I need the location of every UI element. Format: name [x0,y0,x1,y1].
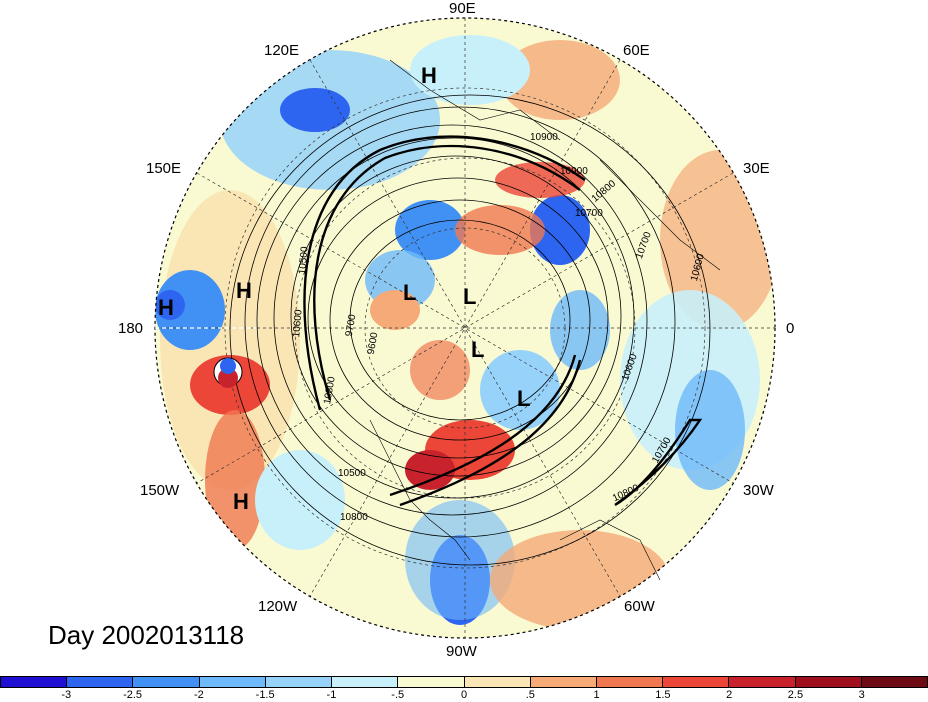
colorbar-tick-label: -2.5 [123,689,143,701]
high-pressure-marker: H [421,63,437,88]
lon-label-30w: 30W [743,482,774,499]
low-pressure-marker: L [463,284,477,309]
low-pressure-marker: L [517,386,531,411]
colorbar-swatch [861,677,928,687]
colorbar-swatch [464,677,531,687]
height-contours [229,94,711,566]
colorbar-swatch [199,677,266,687]
colorbar-tick-label: .5 [525,689,535,701]
colorbar-swatch [596,677,664,687]
colorbar-tick-label: -.5 [391,689,405,701]
colorbar-swatch [795,677,862,687]
colorbar [0,676,928,688]
colorbar-swatch [398,677,465,687]
colorbar-swatch [332,677,399,687]
coastlines [369,59,721,581]
colorbar-swatch [67,677,134,687]
colorbar-tick-label: -2 [193,689,204,701]
lon-label-150e: 150E [146,160,182,177]
lon-label-90e: 90E [449,0,476,17]
colorbar-tick-label: 2 [726,689,733,701]
colorbar-swatch [663,677,730,687]
low-pressure-marker: L [471,337,485,362]
lon-label-60e: 60E [623,42,650,59]
lon-label-180: 180 [118,320,144,337]
colorbar-tick-label: -1.5 [255,689,275,701]
colorbar-swatch [133,677,200,687]
colorbar-tick-label: 0 [460,689,468,701]
colorbar-swatch [1,677,68,687]
contour-label: 10800 [340,512,368,523]
colorbar-tick-label: 1.5 [655,689,671,701]
longitude-grid [155,18,775,638]
colorbar-swatch [729,677,796,687]
colorbar-swatch [265,677,333,687]
lon-label-60w: 60W [624,598,655,615]
colorbar-tick-label: -3 [61,689,72,701]
colorbar-tick-label: -1 [326,689,337,701]
high-pressure-marker: H [233,489,249,514]
high-pressure-marker: H [158,295,174,320]
colorbar-swatch [530,677,597,687]
lon-label-150w: 150W [140,482,180,499]
lon-label-0: 0 [786,320,795,337]
high-pressure-marker: H [236,278,252,303]
colorbar-tick-label: 1 [593,689,600,701]
contour-label: 10500 [338,468,366,479]
colorbar-tick-label: 3 [858,689,865,701]
colorbar-tick-label: 2.5 [787,689,804,701]
contour-label: 10900 [530,132,558,143]
day-label: Day 2002013118 [48,620,245,650]
lon-label-30e: 30E [743,160,770,177]
low-pressure-marker: L [403,280,417,305]
contour-label: 10700 [575,208,603,219]
lon-label-90w: 90W [446,643,477,660]
lon-label-120e: 120E [264,42,300,59]
jet-contours [303,135,703,507]
lon-label-120w: 120W [258,598,298,615]
contour-label: 10900 [560,166,588,177]
